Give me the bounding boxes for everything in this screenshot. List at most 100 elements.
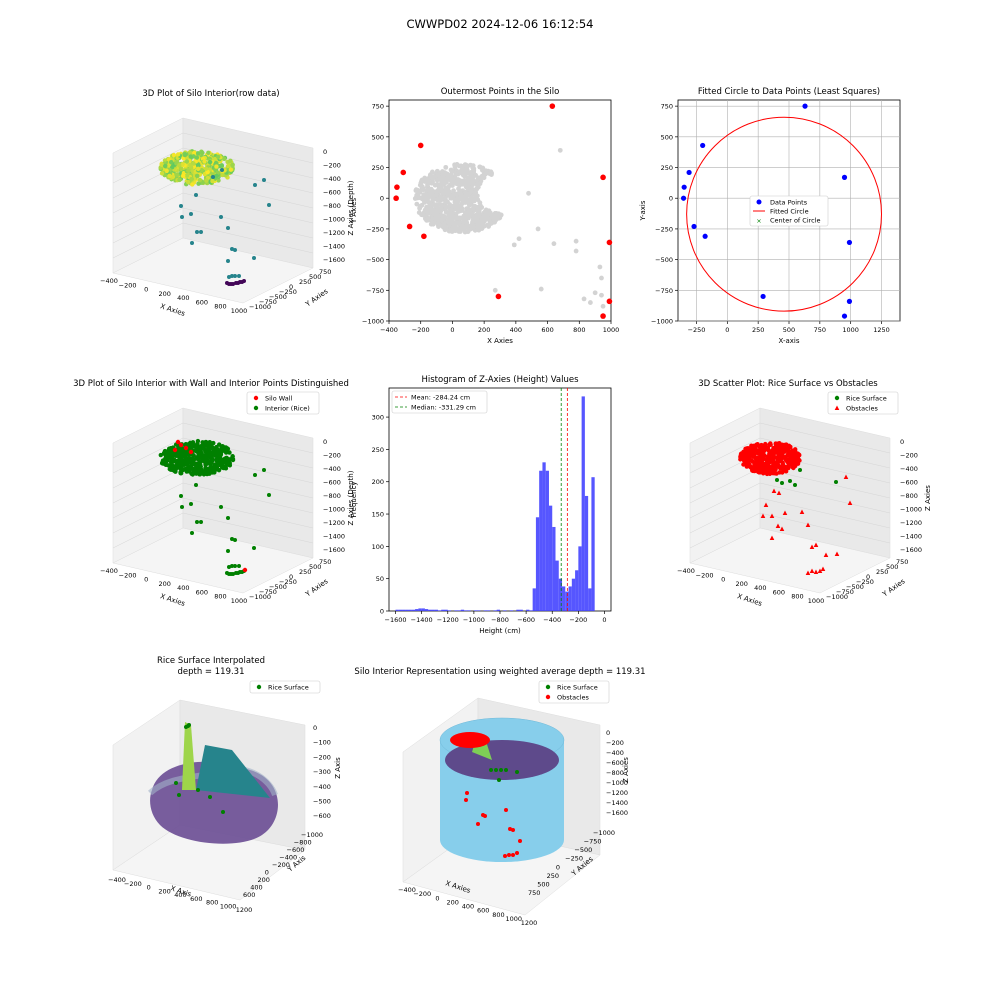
- legend-obstacles-label: Obstacles: [846, 405, 879, 413]
- rice-point: [184, 159, 190, 164]
- histogram-bar: [542, 462, 546, 611]
- wall3d-xtick-label: 800: [214, 593, 226, 601]
- rice-point: [190, 168, 195, 174]
- obstacles3d-ytick-label: 0: [866, 573, 870, 581]
- panel-fitted-circle: Fitted Circle to Data Points (Least Squa…: [639, 87, 901, 345]
- histogram-bar: [581, 396, 585, 611]
- obstacle-point: [843, 474, 849, 479]
- obstacles3d-grid: [759, 482, 891, 514]
- histogram-bar: [424, 609, 429, 611]
- rice-point: [194, 155, 200, 160]
- wall3d-zlabel: Z Axies (Depth): [347, 470, 355, 525]
- rice-point: [175, 152, 181, 157]
- interior-rice-point: [207, 471, 212, 476]
- raw3d-xtick-label: 600: [196, 298, 208, 306]
- interp-xtick-label: 200: [158, 887, 170, 895]
- silo-point: [470, 206, 476, 212]
- silo-point: [451, 188, 456, 194]
- rice-surface-point: [786, 465, 791, 471]
- interior-rice-point: [190, 531, 194, 535]
- interior-rice-point: [220, 446, 226, 452]
- rice-surface-point: [759, 442, 764, 448]
- wall3d-ztick-label: −1000: [323, 506, 345, 514]
- rice-point: [178, 166, 184, 171]
- raw3d-grid: [112, 192, 184, 229]
- histogram-bar: [441, 609, 445, 611]
- fitted-ylabel: Y-axis: [639, 200, 647, 221]
- wall3d-title: 3D Plot of Silo Interior with Wall and I…: [73, 379, 349, 389]
- rice-surface-point: [776, 459, 782, 464]
- obstacles3d-ytick-label: −750: [836, 588, 854, 596]
- raw3d-ztick-label: −800: [323, 202, 341, 210]
- silo-point: [600, 303, 606, 309]
- silo-point: [437, 197, 443, 203]
- raw3d-ytick-label: −500: [269, 293, 287, 301]
- silo-point: [483, 209, 488, 215]
- rice-point: [216, 178, 221, 183]
- wall3d-pane-floor: [112, 527, 314, 594]
- interior-rice-point: [227, 460, 232, 466]
- rice-surface-point: [789, 456, 795, 461]
- obstacle-point: [776, 490, 782, 495]
- rice-surface-point: [504, 768, 508, 772]
- rice-point: [177, 177, 182, 183]
- silo-point: [469, 211, 475, 217]
- silo-point: [434, 177, 440, 183]
- rice-point: [220, 172, 225, 178]
- interior-rice-point: [221, 465, 226, 470]
- raw3d-ylabel: Y Axies: [303, 287, 329, 309]
- silo-xtick-label: 1200: [521, 919, 538, 927]
- silo-xtick-label: 200: [447, 898, 459, 906]
- rice-surface-point: [775, 478, 779, 482]
- silo-point: [492, 287, 498, 293]
- histogram-bar: [539, 470, 543, 611]
- silo-point: [592, 290, 598, 296]
- wall3d-ztick-label: −400: [323, 465, 341, 473]
- histogram-bar: [529, 610, 533, 611]
- interp-ztick-label: 0: [313, 724, 317, 732]
- rice-point: [185, 179, 191, 185]
- interp-ytick-label: −400: [279, 854, 297, 862]
- interior-rice-point: [163, 456, 169, 462]
- rice-surface-point: [764, 458, 770, 463]
- rice-surface-point: [782, 449, 788, 454]
- rice-point: [189, 176, 194, 182]
- rice-surface-point: [771, 456, 776, 461]
- rice-point: [203, 166, 209, 171]
- histogram-bar: [532, 588, 536, 611]
- interp-ytick-label: −200: [272, 861, 290, 869]
- rice-surface-point: [793, 458, 799, 463]
- interp-ztick-label: −200: [313, 753, 331, 761]
- wall3d-ylabel: Y Axies: [303, 577, 329, 599]
- silo-ytick-label: −250: [565, 855, 583, 863]
- outermost-point: [406, 223, 413, 230]
- histogram-bar: [415, 609, 419, 611]
- fitted-xtick-label: −250: [688, 326, 706, 334]
- rice-point: [213, 160, 219, 166]
- rice-surface-point: [781, 442, 787, 448]
- obstacle-point: [518, 839, 522, 843]
- rice-surface-point: [741, 462, 746, 467]
- silo-point: [466, 207, 472, 212]
- silo-point: [597, 264, 603, 270]
- legend-silo-wall-marker: [253, 395, 259, 401]
- silo-point: [475, 210, 481, 216]
- histogram-bar: [575, 570, 579, 611]
- wall3d-grid: [112, 437, 184, 474]
- silo-point: [458, 205, 464, 211]
- obstacles3d-grid: [689, 437, 761, 474]
- histogram-bar: [545, 470, 549, 611]
- obstacles3d-grid: [689, 512, 761, 549]
- obstacle-point: [476, 822, 480, 826]
- histogram-bar: [516, 609, 520, 611]
- legend-interior-label: Interior (Rice): [265, 405, 310, 413]
- wall3d-xtick-label: 0: [144, 576, 148, 584]
- outermost-point: [600, 174, 606, 181]
- wall3d-ztick-label: −200: [323, 452, 341, 460]
- interior-rice-point: [195, 438, 201, 444]
- interp-ytick-label: 200: [258, 876, 270, 884]
- histogram-bar: [447, 610, 452, 611]
- wall3d-xtick-label: −200: [119, 571, 137, 579]
- obstacles3d-xtick-label: 600: [773, 588, 785, 596]
- silo-ytick-label: −500: [574, 846, 592, 854]
